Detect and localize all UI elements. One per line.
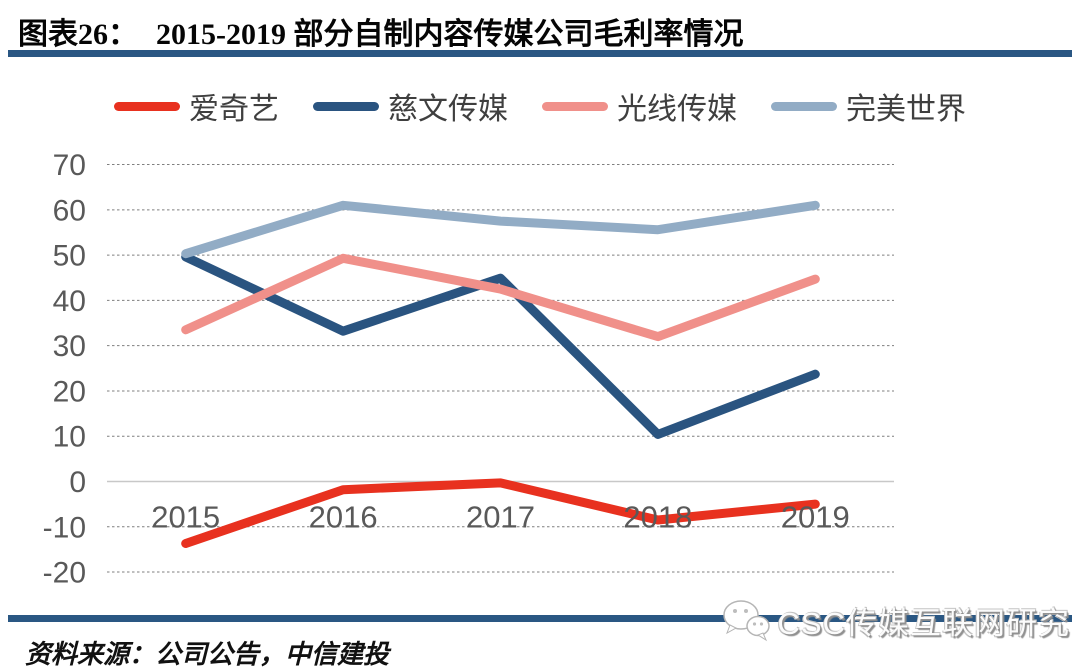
- xtick-label-2016: 2016: [309, 500, 378, 535]
- series-line-完美世界: [181, 200, 820, 259]
- wechat-icon: [722, 600, 770, 642]
- xtick-label-2017: 2017: [466, 500, 535, 535]
- series-line-爱奇艺: [181, 478, 820, 548]
- bottom-divider-rule: [8, 615, 1072, 622]
- ytick-label--20: -20: [43, 557, 86, 590]
- series-line-慈文传媒: [181, 252, 820, 439]
- legend-label: 光线传媒: [617, 93, 737, 126]
- xtick-label-2019: 2019: [781, 500, 850, 535]
- source-note: 资料来源：公司公告，中信建投: [25, 640, 390, 669]
- ytick-label-40: 40: [53, 285, 86, 318]
- chart-legend: 爱奇艺 慈文传媒 光线传媒 完美世界: [40, 84, 1040, 128]
- legend-label: 慈文传媒: [388, 93, 508, 126]
- ytick-label-0: 0: [69, 466, 86, 499]
- legend-label: 完美世界: [846, 93, 966, 126]
- line-chart: 70 60 50 40 30 20 10 0 -10 -20 2015 2016 2017 2018 201…: [43, 149, 894, 590]
- legend-item-爱奇艺: 爱奇艺: [114, 84, 279, 128]
- xtick-label-2015: 2015: [151, 500, 220, 535]
- legend-swatch: [114, 101, 180, 111]
- watermark: CSC传媒互联网研究: [720, 596, 1070, 644]
- legend-swatch: [542, 101, 608, 111]
- ytick-label-30: 30: [53, 330, 86, 363]
- top-divider-rule: [8, 50, 1072, 57]
- legend-item-光线传媒: 光线传媒: [542, 84, 737, 128]
- xtick-label-2018: 2018: [623, 500, 692, 535]
- legend-item-慈文传媒: 慈文传媒: [313, 84, 508, 128]
- series-line-光线传媒: [181, 253, 820, 342]
- watermark-text: CSC传媒互联网研究: [777, 605, 1070, 641]
- ytick-label--10: -10: [43, 511, 86, 544]
- legend-item-完美世界: 完美世界: [771, 84, 966, 128]
- legend-swatch: [771, 101, 837, 111]
- ytick-label-20: 20: [53, 375, 86, 408]
- ytick-label-10: 10: [53, 421, 86, 454]
- legend-swatch: [313, 101, 379, 111]
- figure-number-label: 图表26：: [18, 18, 138, 51]
- figure-title-text: 2015-2019 部分自制内容传媒公司毛利率情况: [156, 18, 744, 51]
- legend-label: 爱奇艺: [189, 93, 279, 126]
- ytick-label-70: 70: [53, 149, 86, 182]
- ytick-label-60: 60: [53, 194, 86, 227]
- ytick-label-50: 50: [53, 240, 86, 273]
- page-title: 图表26： 2015-2019 部分自制内容传媒公司毛利率情况: [18, 9, 744, 53]
